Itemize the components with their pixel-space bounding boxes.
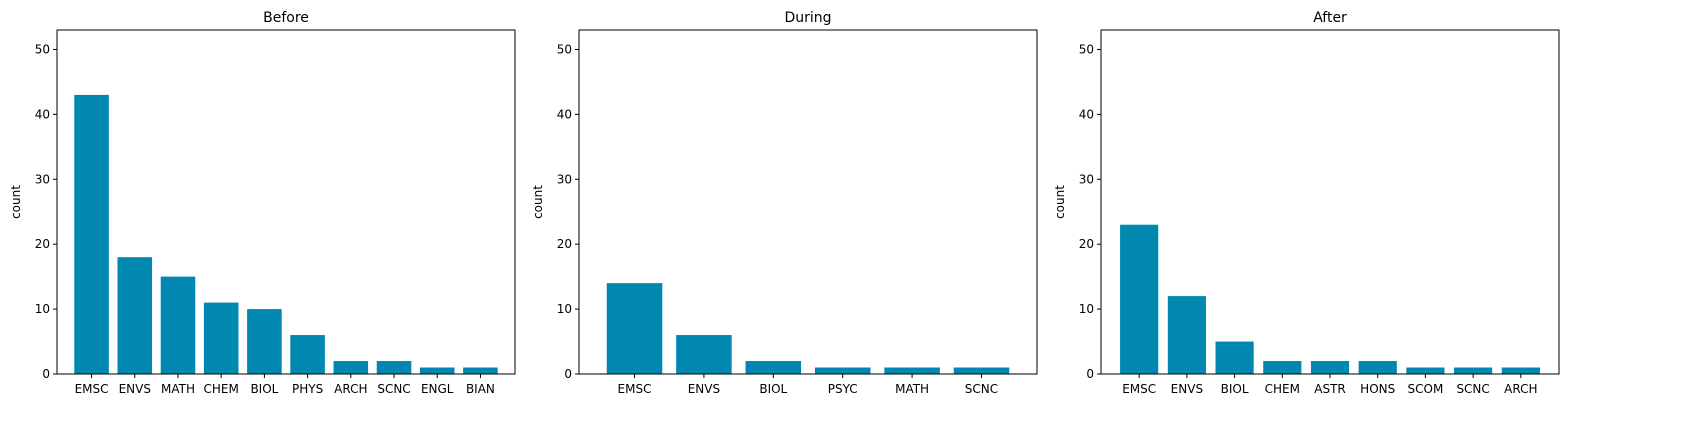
chart-panel-after: After count 0 10 20 30 40 50 EMSC ENVS BIOL CHEM AST…: [1053, 10, 1560, 396]
x-tick-label: PSYC: [828, 382, 858, 396]
bar-chem: [1263, 361, 1302, 374]
bar-psyc: [814, 367, 871, 374]
bar-math: [884, 367, 940, 374]
bar-chem: [203, 302, 239, 374]
y-tick-label: 10: [1079, 302, 1094, 316]
y-tick-label: 30: [1079, 172, 1094, 186]
x-tick-label: EMSC: [618, 382, 652, 396]
y-tick-label: 50: [35, 42, 50, 56]
y-tick-label: 40: [1079, 107, 1094, 121]
bar-emsc: [606, 283, 663, 374]
y-tick-label: 0: [564, 367, 572, 381]
bar-math: [160, 276, 196, 374]
y-tick-label: 50: [1079, 42, 1094, 56]
bar-phys: [290, 335, 325, 374]
bar-scnc: [953, 367, 1010, 374]
y-axis-label: count: [531, 185, 545, 219]
x-tick-label: ASTR: [1314, 382, 1346, 396]
y-tick-label: 40: [35, 107, 50, 121]
y-tick-label: 10: [557, 302, 572, 316]
x-tick-label: CHEM: [204, 382, 239, 396]
x-tick-label: SCOM: [1408, 382, 1444, 396]
bar-envs: [676, 335, 732, 374]
x-tick-label: BIOL: [759, 382, 787, 396]
x-tick-label: BIOL: [250, 382, 278, 396]
y-tick-label: 20: [1079, 237, 1094, 251]
bar-biol: [247, 309, 282, 374]
bar-envs: [1167, 296, 1206, 374]
y-tick-label: 0: [1086, 367, 1094, 381]
x-tick-label: ENVS: [1171, 382, 1203, 396]
x-tick-label: HONS: [1360, 382, 1395, 396]
x-tick-label: ENGL: [421, 382, 454, 396]
x-tick-label: MATH: [895, 382, 929, 396]
y-tick-label: 10: [35, 302, 50, 316]
y-tick-label: 50: [557, 42, 572, 56]
x-tick-label: ENVS: [119, 382, 151, 396]
y-axis-label: count: [9, 185, 23, 219]
bar-biol: [1215, 341, 1254, 374]
x-tick-label: ENVS: [688, 382, 720, 396]
x-tick-label: EMSC: [75, 382, 109, 396]
x-tick-label: SCNC: [1456, 382, 1489, 396]
plot-frame: [1100, 29, 1560, 375]
bar-arch: [333, 361, 369, 374]
bar-bian: [463, 367, 498, 374]
bar-engl: [419, 367, 455, 374]
chart-panel-during: During count 0 10 20 30 40 50 EMSC ENVS BIOL PSYC MA…: [531, 10, 1038, 396]
chart-title: During: [784, 10, 831, 26]
bar-astr: [1310, 361, 1350, 374]
y-axis-label: count: [1053, 185, 1067, 219]
x-tick-label: BIOL: [1221, 382, 1249, 396]
y-tick-label: 30: [557, 172, 572, 186]
x-tick-label: MATH: [161, 382, 195, 396]
x-tick-label: EMSC: [1122, 382, 1156, 396]
plot-frame: [56, 29, 516, 375]
bar-scom: [1406, 367, 1445, 374]
x-tick-label: ARCH: [334, 382, 367, 396]
bar-envs: [117, 257, 153, 374]
plot-frame: [578, 29, 1038, 375]
x-tick-label: PHYS: [292, 382, 323, 396]
bar-emsc: [74, 94, 109, 374]
x-tick-label: SCNC: [377, 382, 410, 396]
bar-scnc: [376, 361, 412, 374]
y-tick-label: 20: [557, 237, 572, 251]
x-tick-label: BIAN: [466, 382, 495, 396]
bar-biol: [745, 361, 802, 374]
x-tick-label: CHEM: [1265, 382, 1300, 396]
chart-panel-before: Before count 0 10 20 30 40 50 EMSC ENVS MATH CHEM BI…: [9, 10, 516, 396]
chart-title: After: [1313, 10, 1347, 26]
bar-emsc: [1120, 224, 1159, 374]
y-tick-label: 20: [35, 237, 50, 251]
bar-arch: [1501, 367, 1540, 374]
bar-hons: [1358, 361, 1397, 374]
y-tick-label: 0: [42, 367, 50, 381]
x-tick-label: SCNC: [965, 382, 998, 396]
y-tick-label: 30: [35, 172, 50, 186]
bar-scnc: [1454, 367, 1493, 374]
x-tick-label: ARCH: [1504, 382, 1537, 396]
y-tick-label: 40: [557, 107, 572, 121]
chart-title: Before: [263, 10, 309, 26]
